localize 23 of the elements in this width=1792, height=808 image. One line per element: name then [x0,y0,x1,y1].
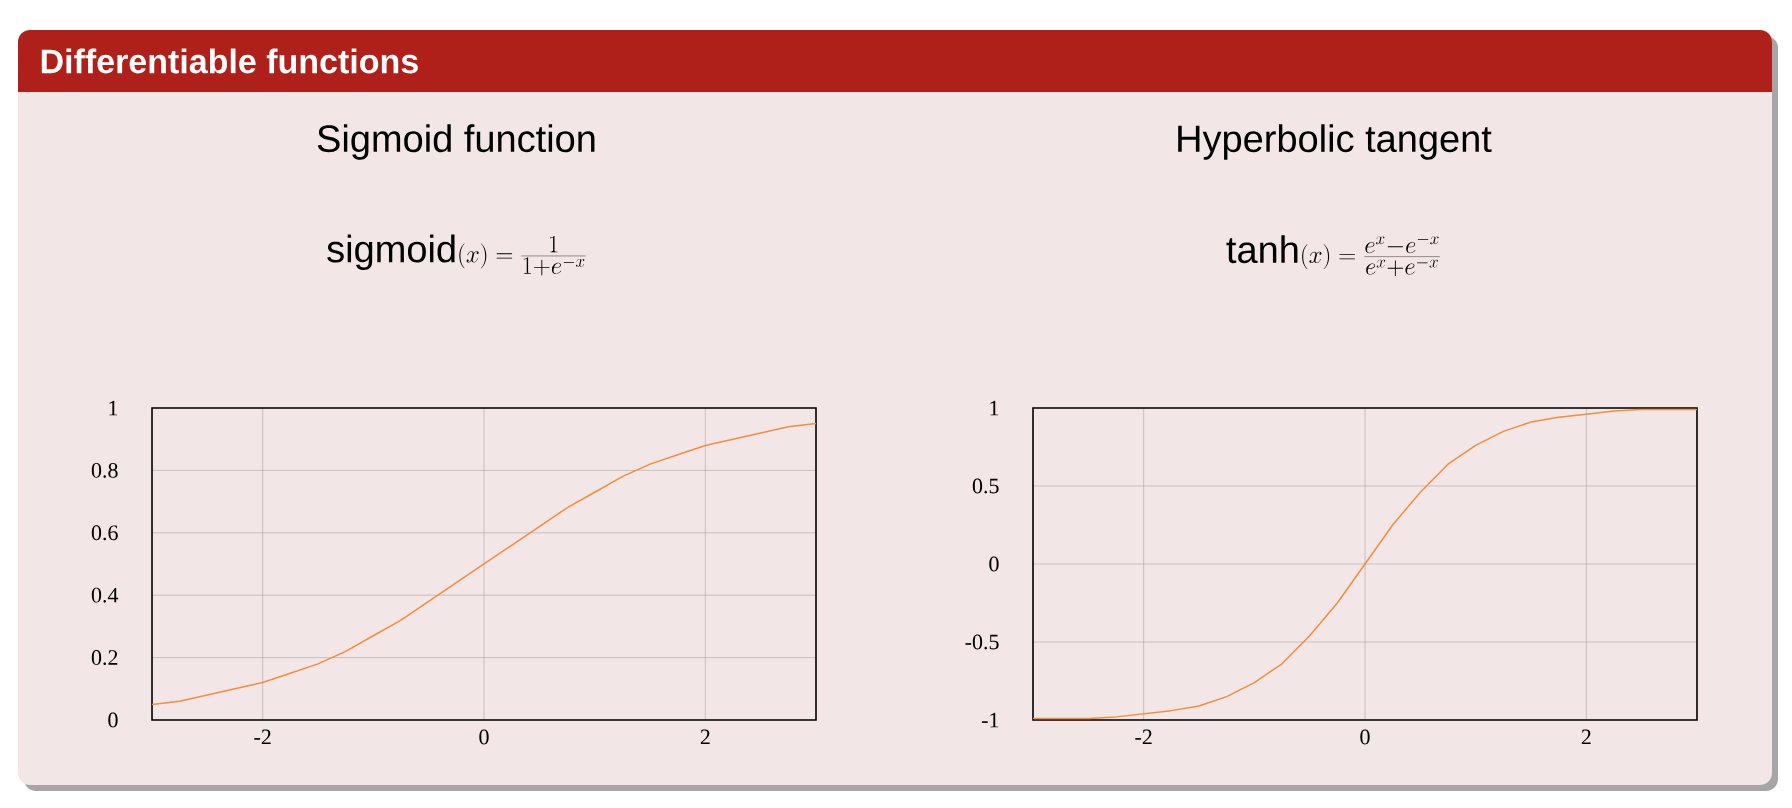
y-tick-label: 1 [109,400,118,416]
y-tick-label: -0.5 [965,634,999,650]
y-tick-label: 0.2 [91,650,118,666]
y-tick-label: 0.6 [91,525,118,541]
y-tick-label: -1 [981,712,999,728]
y-tick-label: 0.5 [972,478,999,494]
line-series [152,422,816,706]
x-tick-label: -2 [254,729,271,745]
y-tick-label: 1 [990,400,999,416]
chart-subtitle: $\tanh(x) = \frac{e^{x}-e^{-x}}{e^{x}+e^{-x}}$ [1226,235,1440,277]
x-tick-label: 2 [700,729,710,745]
x-tick-label: 2 [1581,729,1591,745]
y-tick-label: 0 [108,712,118,728]
y-tick-label: 0.8 [91,462,118,478]
chart-subtitle: $\mathrm{sigmoid}(x) = \frac{1}{1+e^{-x}}$ [327,234,586,276]
y-tick-label: 0 [989,556,999,572]
chart-title: Sigmoid function [317,124,595,160]
chart-title: Hyperbolic tangent [1178,124,1492,160]
text: Differentiable functions [41,48,418,74]
x-tick-label: 0 [479,729,489,745]
x-tick-label: 0 [1360,729,1370,745]
y-tick-label: 0.4 [91,587,119,603]
x-tick-label: -2 [1135,729,1152,745]
